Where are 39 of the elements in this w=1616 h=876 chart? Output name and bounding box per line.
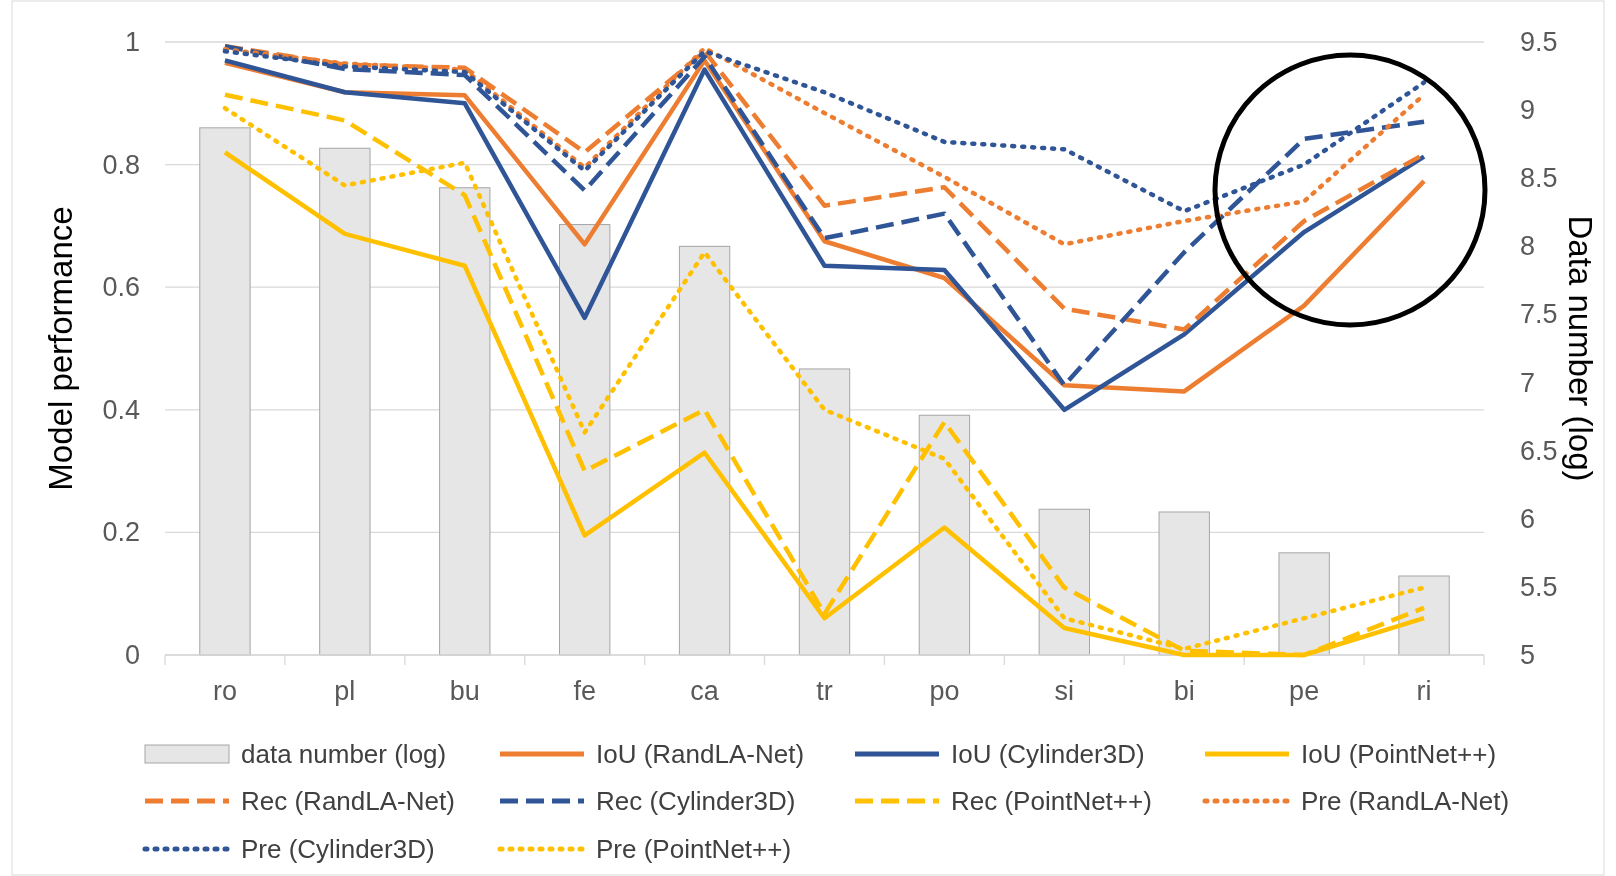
y-tick-label: 0.6 — [102, 272, 140, 303]
y2-tick-label: 8.5 — [1520, 163, 1558, 194]
x-tick-label: ro — [212, 676, 237, 706]
legend-label: Pre (Cylinder3D) — [241, 834, 435, 864]
y2-tick-label: 7 — [1520, 367, 1536, 398]
legend-label: IoU (RandLA-Net) — [596, 739, 805, 769]
y-axis-title: Model performance — [41, 206, 79, 491]
y2-tick-label: 9.5 — [1520, 27, 1558, 57]
legend-label: IoU (Cylinder3D) — [951, 739, 1145, 769]
y-tick-label: 0 — [124, 640, 140, 670]
y2-tick-label: 6.5 — [1520, 435, 1558, 466]
legend-label: Rec (RandLA-Net) — [241, 786, 455, 816]
x-tick-label: bu — [449, 676, 480, 706]
y-tick-label: 0.8 — [102, 149, 140, 180]
legend-label: Pre (RandLA-Net) — [1301, 786, 1510, 816]
y2-tick-label: 7.5 — [1520, 299, 1558, 330]
y-tick-label: 0.2 — [102, 517, 140, 548]
y2-axis-title: Data number (log) — [1561, 215, 1599, 482]
legend-label: Rec (Cylinder3D) — [596, 786, 796, 816]
legend-label: Rec (PointNet++) — [951, 786, 1152, 816]
legend-label: data number (log) — [241, 739, 447, 769]
x-tick-label: pe — [1289, 676, 1320, 706]
y2-tick-label: 5 — [1520, 640, 1536, 670]
y2-tick-label: 9 — [1520, 95, 1536, 126]
legend-label: Pre (PointNet++) — [596, 834, 792, 864]
y-tick-label: 1 — [124, 27, 140, 57]
legend-label: IoU (PointNet++) — [1301, 739, 1497, 769]
x-tick-label: pl — [334, 676, 356, 706]
x-tick-label: tr — [816, 676, 833, 706]
y2-tick-label: 5.5 — [1520, 571, 1558, 602]
x-tick-label: po — [929, 676, 960, 706]
x-tick-label: ca — [690, 676, 720, 706]
x-tick-label: bi — [1173, 676, 1195, 706]
y2-tick-label: 6 — [1520, 503, 1536, 534]
y2-tick-label: 8 — [1520, 231, 1536, 262]
x-tick-label: si — [1054, 676, 1075, 706]
x-tick-label: fe — [573, 676, 596, 706]
y-tick-label: 0.4 — [102, 394, 140, 425]
x-tick-label: ri — [1416, 676, 1432, 706]
